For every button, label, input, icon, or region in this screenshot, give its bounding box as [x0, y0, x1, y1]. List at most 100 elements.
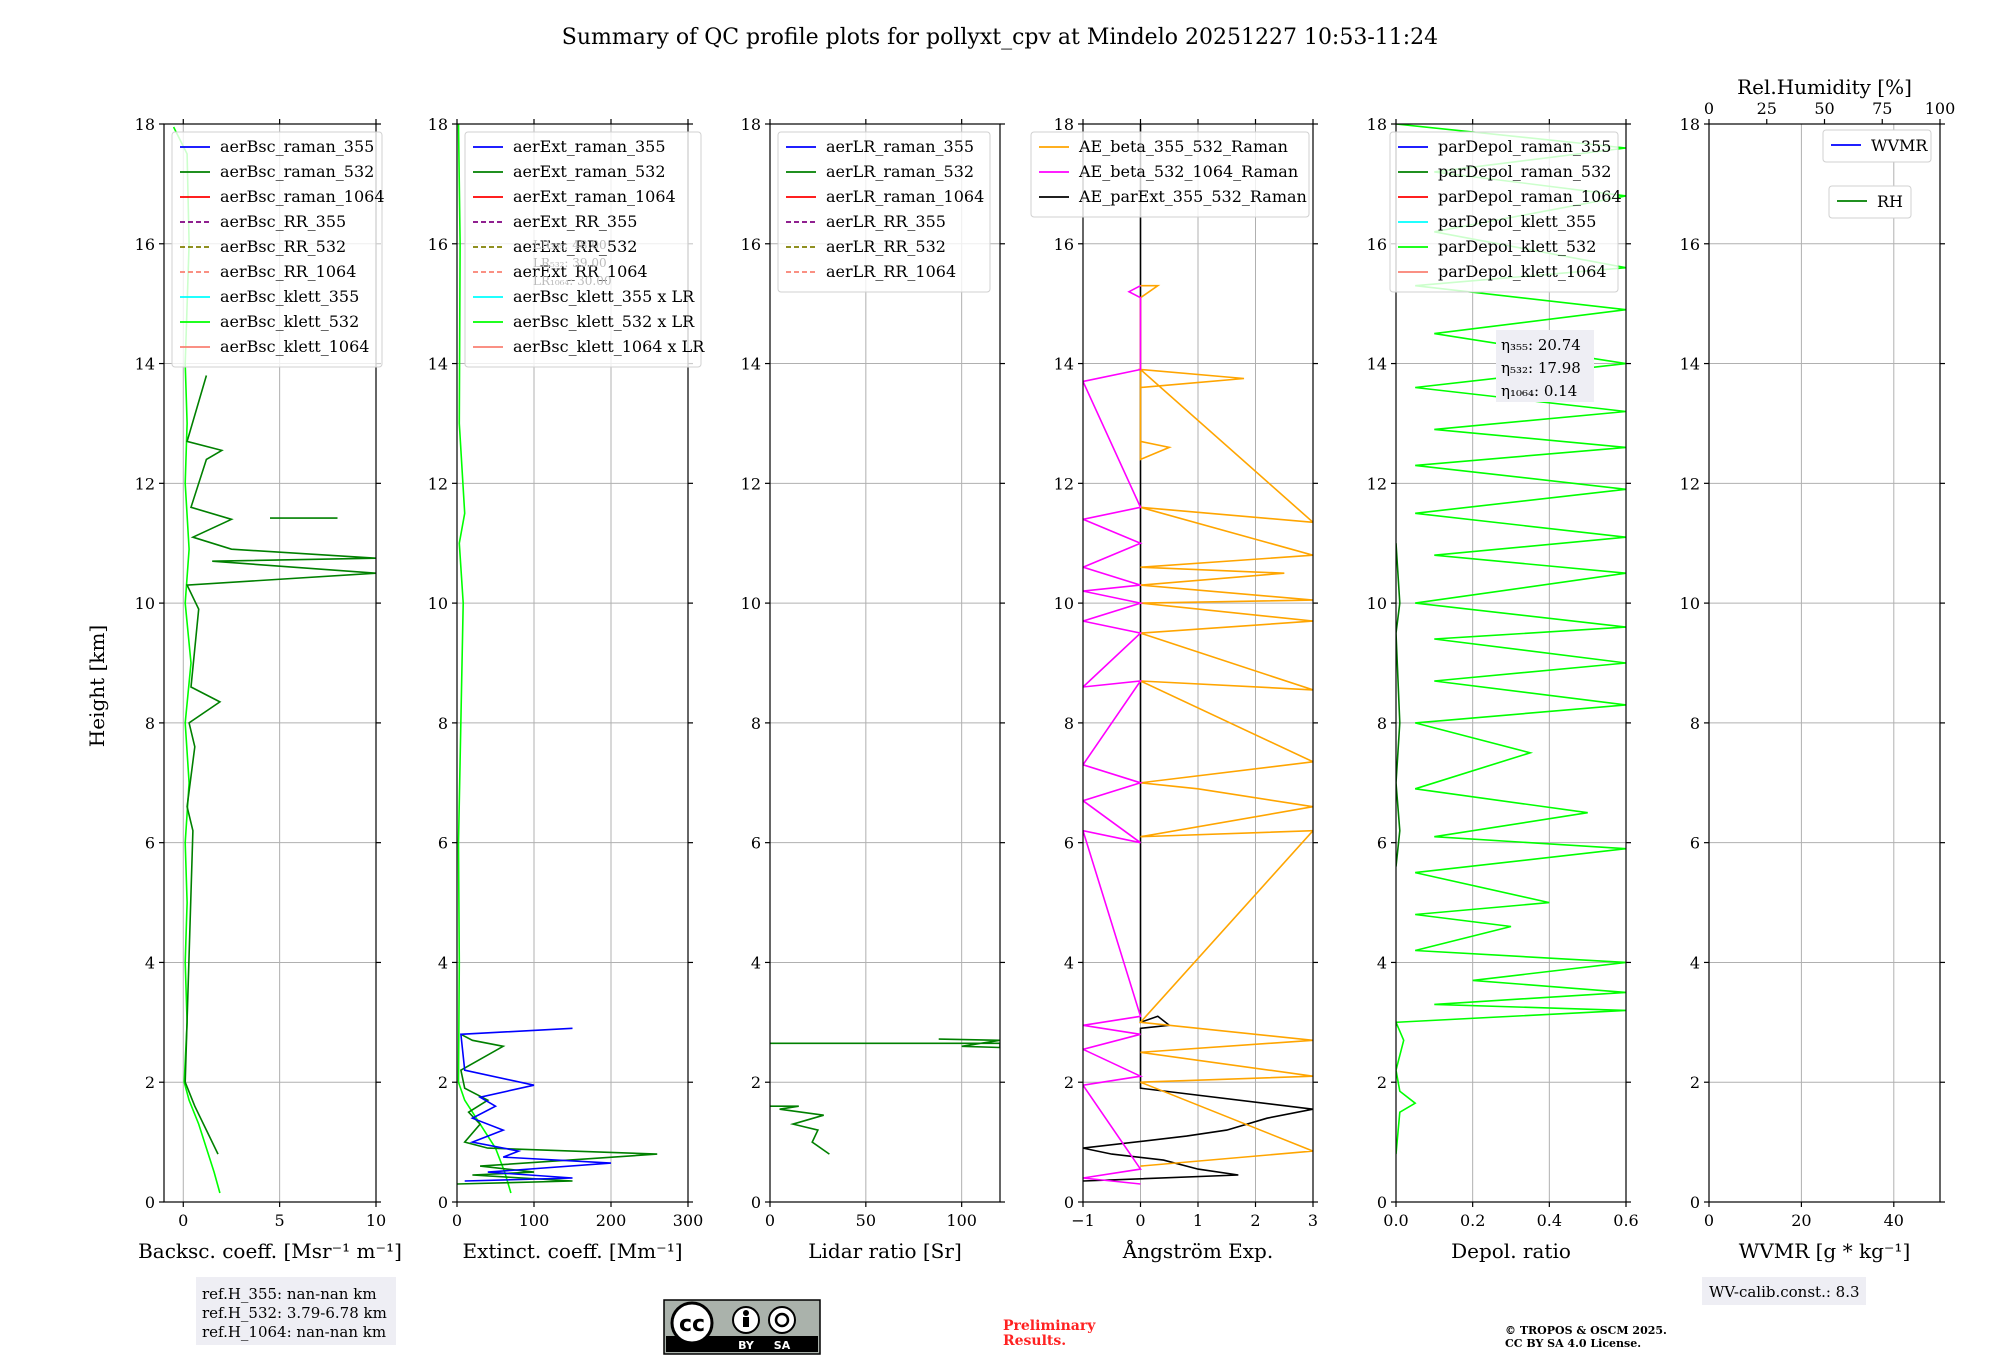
legend-entry: AE_parExt_355_532_Raman [1078, 187, 1307, 206]
sa-text: SA [774, 1339, 791, 1352]
eta-note: η₅₃₂: 17.98 [1501, 359, 1581, 377]
lr-note: LR₁₀₆₄: 30.00 [533, 274, 611, 288]
ref-height-box: ref.H_355: nan-nan km ref.H_532: 3.79-6.… [196, 1277, 396, 1345]
y-tick-label: 12 [1680, 474, 1700, 493]
eta-box [1496, 330, 1594, 402]
series-line-parDepol_klett_532 [1396, 124, 1626, 1155]
y-tick-label: 12 [428, 474, 448, 493]
y-tick-label: 2 [1690, 1073, 1700, 1092]
y-tick-label: 18 [741, 115, 761, 134]
legend-box [1822, 129, 1932, 163]
cc-text: cc [679, 1312, 705, 1337]
legend-entry: aerBsc_raman_532 [220, 162, 374, 181]
y-tick-label: 14 [1680, 355, 1700, 374]
panel-frame [769, 123, 1001, 1203]
legend-entry: aerLR_raman_1064 [826, 187, 984, 206]
legend-box [1389, 131, 1619, 293]
legend-entry: aerLR_RR_532 [826, 237, 946, 256]
y-tick-label: 12 [741, 474, 761, 493]
legend-entry: aerBsc_RR_355 [220, 212, 346, 231]
y-tick-label: 2 [751, 1073, 761, 1092]
series-line-parDepol_raman_532 [1396, 543, 1401, 867]
x-tick-label: 10 [366, 1211, 386, 1230]
series-group [1396, 124, 1626, 1155]
x-tick-label: 1 [1193, 1211, 1203, 1230]
series-group [457, 124, 658, 1194]
y-tick-label: 10 [1367, 594, 1387, 613]
y-tick-label: 10 [1680, 594, 1700, 613]
x-tick-label: 20 [1791, 1211, 1811, 1230]
y-tick-label: 14 [135, 355, 155, 374]
legend-entry: parDepol_klett_1064 [1438, 262, 1607, 281]
x-axis-label: Extinct. coeff. [Mm⁻¹] [462, 1239, 682, 1263]
x-axis-label: WVMR [g * kg⁻¹] [1739, 1239, 1911, 1263]
legend-entry: aerBsc_klett_355 x LR [513, 287, 695, 306]
y-tick-label: 4 [1690, 953, 1700, 972]
y-tick-label: 10 [135, 594, 155, 613]
ref-height-532: ref.H_532: 3.79-6.78 km [202, 1304, 387, 1322]
sa-share-icon [768, 1306, 796, 1334]
legend-entry: aerExt_raman_532 [513, 162, 666, 181]
y-tick-label: 6 [1377, 834, 1387, 853]
y-tick-label: 8 [751, 714, 761, 733]
x-tick-label: 0 [452, 1211, 462, 1230]
sa-arrow-icon [774, 1312, 790, 1328]
y-tick-label: 14 [741, 355, 761, 374]
legend-rh: RH [1828, 185, 1912, 219]
legend-entry: aerExt_raman_1064 [513, 187, 676, 206]
x-tick-label: −1 [1071, 1211, 1095, 1230]
wv-calib-box: WV-calib.const.: 8.3 [1702, 1277, 1866, 1305]
y-tick-label: 4 [751, 953, 761, 972]
y-tick-label: 8 [1064, 714, 1074, 733]
ref-height-355: ref.H_355: nan-nan km [202, 1285, 377, 1303]
series-line-AE_beta_532_1064_Raman [1083, 284, 1144, 1185]
legend-entry: aerExt_RR_532 [513, 237, 637, 256]
panel-frame [1708, 123, 1941, 1203]
y-tick-label: 4 [1064, 953, 1074, 972]
y-tick-label: 6 [145, 834, 155, 853]
legend-entry: aerBsc_raman_355 [220, 137, 374, 156]
legend-entry: aerExt_RR_1064 [513, 262, 648, 281]
panel-frame [456, 123, 689, 1203]
eta-note: η₁₀₆₄: 0.14 [1501, 382, 1577, 400]
y-tick-label: 0 [751, 1193, 761, 1212]
y-tick-label: 14 [1054, 355, 1074, 374]
y-tick-label: 16 [1680, 235, 1700, 254]
y-tick-label: 16 [135, 235, 155, 254]
y-tick-label: 0 [438, 1193, 448, 1212]
y-tick-label: 18 [135, 115, 155, 134]
legend-entry: aerLR_RR_1064 [826, 262, 956, 281]
panel-lr: 0 2 4 6 8 10 12 14 16 18 0 50 100 Lidar ratio [Sr] aer… [741, 115, 1005, 1263]
legend-entry: AE_beta_532_1064_Raman [1078, 162, 1298, 181]
y-tick-label: 12 [135, 474, 155, 493]
x-tick-label: 100 [519, 1211, 550, 1230]
x-tick-label: 0.4 [1537, 1211, 1562, 1230]
y-tick-label: 0 [1377, 1193, 1387, 1212]
legend-entry: parDepol_raman_532 [1438, 162, 1611, 181]
y-tick-label: 18 [428, 115, 448, 134]
legend-lr: aerLR_raman_355 aerLR_raman_532 aerLR_rama… [777, 131, 991, 293]
y-tick-label: 6 [751, 834, 761, 853]
x-tick-label: 0 [1704, 1211, 1714, 1230]
rh-tick-label: 0 [1704, 99, 1714, 118]
legend-entry: aerBsc_klett_355 [220, 287, 359, 306]
y-tick-label: 18 [1680, 115, 1700, 134]
series-line-aerLR_raman_532_high [770, 1038, 1000, 1049]
rh-tick-label: 25 [1757, 99, 1777, 118]
y-tick-label: 10 [428, 594, 448, 613]
legend-entry: aerLR_raman_532 [826, 162, 974, 181]
series-group [1083, 124, 1313, 1185]
y-tick-label: 16 [1054, 235, 1074, 254]
y-tick-label: 6 [1690, 834, 1700, 853]
preliminary-line-1: Preliminary [1003, 1318, 1096, 1334]
legend-entry: parDepol_klett_355 [1438, 212, 1596, 231]
legend-entry: parDepol_raman_1064 [1438, 187, 1622, 206]
y-tick-label: 8 [438, 714, 448, 733]
y-tick-label: 4 [145, 953, 155, 972]
lr-note: LR₃₅₅: 48.00 [533, 238, 607, 252]
y-tick-label: 18 [1054, 115, 1074, 134]
series-line-AE_beta_355_532_Raman [1138, 284, 1313, 1167]
legend-wvmr: WVMR [1822, 129, 1932, 163]
series-group [172, 126, 376, 1194]
